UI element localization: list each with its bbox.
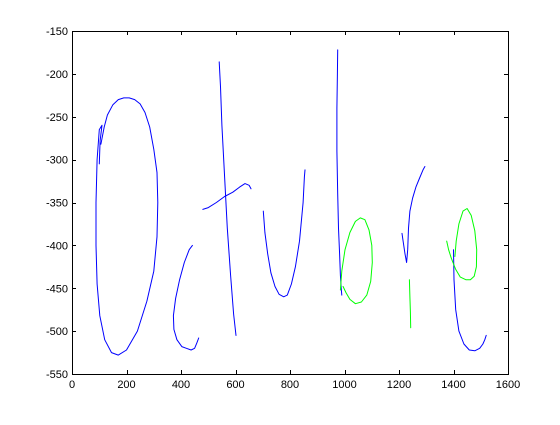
x-tick-label: 800 — [281, 379, 299, 391]
y-tick-label: -300 — [46, 155, 68, 167]
x-tick-label: 1200 — [387, 379, 411, 391]
series-line-green-11 — [446, 208, 478, 281]
x-tick-label: 1600 — [496, 379, 520, 391]
series-line-green-9 — [408, 279, 412, 329]
series-line-blue-10 — [453, 249, 487, 352]
series-line-blue-5 — [262, 169, 306, 298]
series-layer — [95, 49, 487, 356]
x-tick-label: 400 — [172, 379, 190, 391]
series-line-blue-1 — [95, 97, 159, 356]
y-tick-label: -250 — [46, 112, 68, 124]
series-line-blue-8 — [401, 166, 426, 263]
series-line-green-7 — [339, 217, 373, 305]
y-tick-label: -150 — [46, 26, 68, 38]
y-tick-label: -450 — [46, 283, 68, 295]
series-line-blue-4 — [202, 183, 252, 210]
series-line-blue-2 — [172, 244, 200, 351]
x-tick-label: 600 — [226, 379, 244, 391]
tick-label-layer: 0 200 400 600 800 1000 1200 1400 1600 -150 -200 -25… — [46, 26, 520, 391]
x-tick-label: 200 — [117, 379, 135, 391]
series-line-blue-3 — [218, 61, 237, 336]
y-tick-label: -400 — [46, 240, 68, 252]
x-tick-label: 1400 — [441, 379, 465, 391]
plot-area — [72, 31, 509, 375]
x-tick-label: 1000 — [332, 379, 356, 391]
tick-layer — [72, 31, 509, 375]
y-tick-label: -350 — [46, 198, 68, 210]
y-tick-label: -500 — [46, 326, 68, 338]
y-tick-label: -550 — [46, 369, 68, 381]
y-tick-label: -200 — [46, 69, 68, 81]
x-tick-label: 0 — [69, 379, 75, 391]
